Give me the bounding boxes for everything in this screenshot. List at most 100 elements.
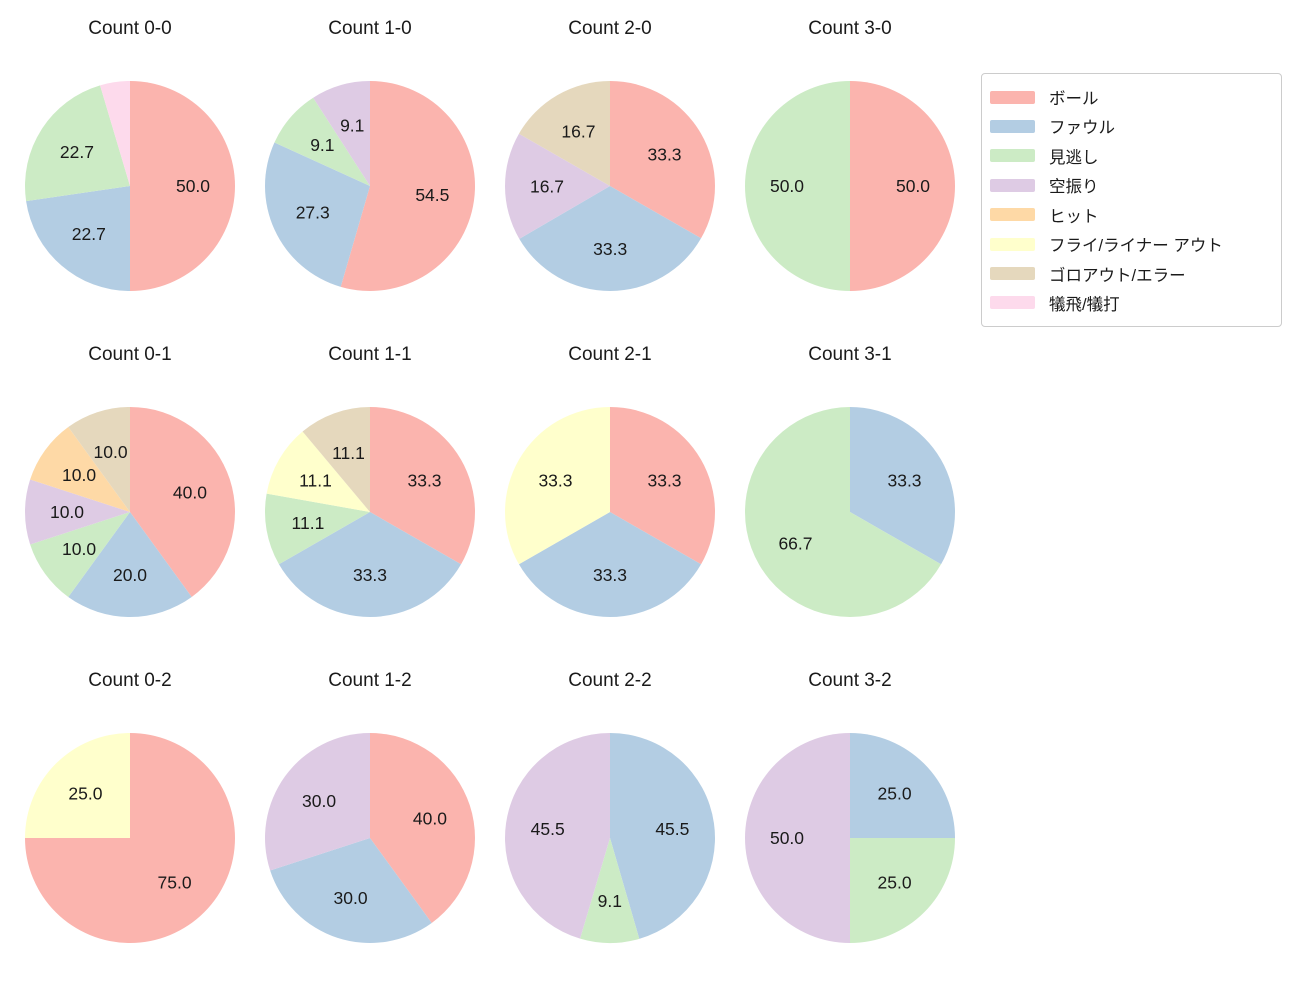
- legend-swatch-groundout-error: [990, 267, 1035, 281]
- pie-slice-label: 45.5: [655, 819, 689, 839]
- legend-swatch-hit: [990, 208, 1035, 222]
- legend-swatch-sac-fly-bunt: [990, 296, 1035, 310]
- pie-slice-label: 10.0: [50, 502, 84, 522]
- pie-chart-count-2-2: 45.5 9.1 45.5: [504, 733, 715, 943]
- pie-slice: [505, 133, 610, 239]
- pie-chart-count-2-1: 33.3 33.3 33.3: [505, 407, 715, 617]
- pie-slice: [610, 81, 715, 239]
- pie-slice: [25, 733, 130, 838]
- pie-slice-label: 33.3: [593, 239, 627, 259]
- chart-cell-count-0-0: Count 0-0 50.0 22.7 22.7: [10, 17, 250, 292]
- pie-slice-label: 27.3: [296, 202, 330, 222]
- pie-slice: [68, 512, 192, 617]
- pie-slice: [100, 81, 130, 186]
- legend: ボール ファウル 見逃し 空振り ヒット フライ/ライナー アウト ゴロアウト/…: [981, 73, 1282, 327]
- pie-slice-label: 11.1: [299, 471, 332, 491]
- pie-slice: [266, 431, 370, 512]
- pie-slice: [270, 838, 432, 943]
- pie-slice-label: 30.0: [302, 791, 336, 811]
- legend-swatch-swinging-strike: [990, 178, 1035, 192]
- pie-slice: [24, 479, 130, 545]
- pie-slice-label: 20.0: [113, 565, 147, 585]
- chart-title: Count 1-0: [328, 18, 412, 39]
- chart-title: Count 2-2: [568, 670, 652, 691]
- pie-slice-label: 33.3: [593, 565, 627, 585]
- pie-slice: [30, 512, 130, 597]
- pie-slice: [370, 407, 475, 565]
- pie-slice: [302, 407, 370, 512]
- pie-slice-label: 16.7: [530, 176, 564, 196]
- pie-slice-label: 50.0: [896, 176, 930, 196]
- legend-item-ball: ボール: [990, 84, 1273, 110]
- pie-slice-label: 50.0: [770, 828, 804, 848]
- chart-title: Count 3-2: [808, 670, 892, 691]
- legend-label: ヒット: [1049, 207, 1099, 226]
- legend-swatch-ball: [990, 90, 1035, 104]
- pie-slice: [26, 186, 131, 291]
- legend-label: フライ/ライナー アウト: [1049, 237, 1223, 256]
- legend-item-fly-liner-out: フライ/ライナー アウト: [990, 231, 1273, 257]
- pie-slice: [850, 838, 955, 943]
- legend-item-foul: ファウル: [990, 113, 1273, 139]
- pie-slice-label: 10.0: [62, 465, 96, 485]
- chart-cell-count-0-1: Count 0-1 40.0 20.0 10.0 10.0 10.0 10.0: [10, 343, 250, 618]
- pie-slice: [265, 733, 370, 871]
- pie-slice: [850, 733, 955, 838]
- pie-slice: [745, 407, 942, 617]
- pie-slice: [130, 81, 235, 291]
- chart-cell-count-3-2: Count 3-2 25.0 25.0 50.0: [730, 669, 970, 944]
- pie-slice: [850, 81, 955, 291]
- pie-chart-count-3-2: 25.0 25.0 50.0: [745, 733, 955, 943]
- pie-slice-label: 25.0: [68, 784, 102, 804]
- pie-slice: [265, 142, 370, 287]
- pie-slice: [745, 81, 850, 291]
- pie-chart-count-3-1: 33.3 66.7: [745, 407, 955, 617]
- pie-slice: [610, 407, 715, 565]
- chart-title: Count 0-1: [88, 344, 172, 365]
- pie-slice-label: 22.7: [72, 224, 106, 244]
- pie-slice-label: 16.7: [561, 122, 595, 142]
- pie-slice-label: 10.0: [94, 442, 128, 462]
- legend-item-hit: ヒット: [990, 202, 1273, 228]
- legend-item-sac-fly-bunt: 犠飛/犠打: [990, 290, 1273, 316]
- pie-slice-label: 9.1: [598, 891, 622, 911]
- pie-chart-count-0-0: 50.0 22.7 22.7: [24, 81, 235, 291]
- pie-chart-count-0-2: 75.0 25.0: [25, 733, 235, 943]
- chart-cell-count-0-2: Count 0-2 75.0 25.0: [10, 669, 250, 944]
- chart-title: Count 2-0: [568, 18, 652, 39]
- chart-title: Count 2-1: [568, 344, 652, 365]
- pie-chart-count-0-1: 40.0 20.0 10.0 10.0 10.0 10.0: [24, 407, 235, 617]
- chart-cell-count-3-0: Count 3-0 50.0 50.0: [730, 17, 970, 292]
- legend-item-called-strike: 見逃し: [990, 143, 1273, 169]
- pie-slice-label: 33.3: [647, 145, 681, 165]
- legend-label: 見逃し: [1049, 148, 1099, 167]
- legend-label: ボール: [1049, 90, 1099, 108]
- legend-swatch-foul: [990, 119, 1035, 133]
- chart-cell-count-2-2: Count 2-2 45.5 9.1 45.5: [490, 669, 730, 944]
- chart-cell-count-1-0: Count 1-0 54.5 27.3 9.1 9.1: [250, 17, 490, 292]
- chart-cell-count-2-1: Count 2-1 33.3 33.3 33.3: [490, 343, 730, 618]
- pie-chart-count-1-2: 40.0 30.0 30.0: [265, 733, 475, 943]
- pie-slice-label: 11.1: [332, 443, 365, 463]
- pie-slice: [610, 733, 715, 939]
- pie-slice-label: 11.1: [292, 513, 325, 533]
- pie-slice: [30, 427, 130, 512]
- pie-slice: [518, 81, 610, 186]
- pie-slice-label: 9.1: [340, 116, 364, 136]
- pie-slice-label: 33.3: [887, 471, 921, 491]
- chart-cell-count-3-1: Count 3-1 33.3 66.7: [730, 343, 970, 618]
- pie-slice: [313, 81, 370, 186]
- legend-label: 空振り: [1049, 178, 1099, 197]
- pie-slice-label: 54.5: [415, 185, 449, 205]
- pie-slice-label: 30.0: [334, 888, 368, 908]
- pie-slice: [745, 733, 850, 943]
- legend-label: 犠飛/犠打: [1049, 295, 1120, 314]
- pie-slice: [518, 512, 702, 617]
- pie-slice-label: 40.0: [173, 483, 207, 503]
- pie-slice-label: 33.3: [353, 565, 387, 585]
- pie-slice-label: 33.3: [538, 471, 572, 491]
- pie-slice: [504, 733, 610, 939]
- pie-chart-count-3-0: 50.0 50.0: [745, 81, 955, 291]
- legend-item-swinging-strike: 空振り: [990, 172, 1273, 198]
